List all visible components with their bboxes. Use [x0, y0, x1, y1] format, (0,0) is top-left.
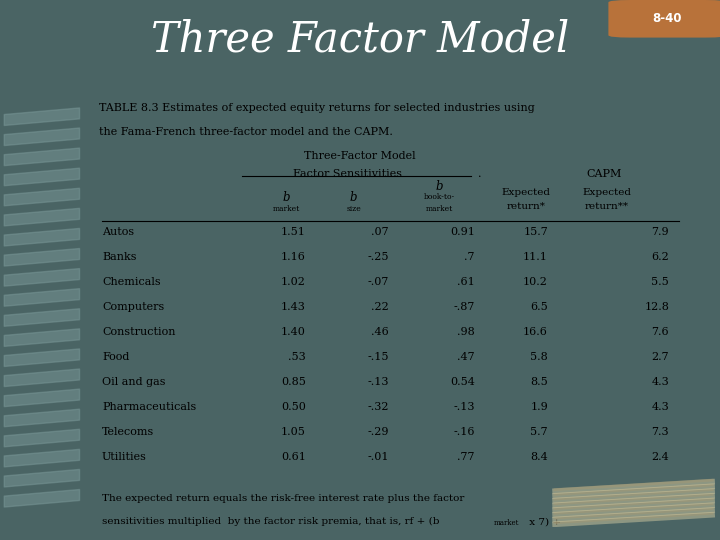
Text: 10.2: 10.2 [523, 276, 548, 287]
Text: .: . [478, 168, 482, 179]
Text: Banks: Banks [102, 252, 136, 262]
Text: b: b [436, 180, 444, 193]
Text: Expected: Expected [501, 188, 550, 198]
Text: 7.9: 7.9 [652, 227, 669, 237]
Text: CAPM: CAPM [586, 168, 621, 179]
Text: -.87: -.87 [454, 302, 474, 312]
Text: 4.3: 4.3 [652, 402, 669, 412]
Text: 1.43: 1.43 [281, 302, 306, 312]
Text: .47: .47 [457, 352, 474, 362]
Text: Pharmaceuticals: Pharmaceuticals [102, 402, 196, 412]
FancyBboxPatch shape [608, 0, 720, 38]
Text: 1.9: 1.9 [530, 402, 548, 412]
Text: 5.8: 5.8 [530, 352, 548, 362]
Text: -.15: -.15 [367, 352, 389, 362]
Text: 0.50: 0.50 [281, 402, 306, 412]
Text: b: b [283, 191, 290, 204]
Text: TABLE 8.3 Estimates of expected equity returns for selected industries using: TABLE 8.3 Estimates of expected equity r… [99, 103, 534, 113]
Text: -.32: -.32 [367, 402, 389, 412]
Text: 1.40: 1.40 [281, 327, 306, 337]
Text: 4.3: 4.3 [652, 377, 669, 387]
Text: x 7) +: x 7) + [526, 517, 562, 526]
Text: 16.6: 16.6 [523, 327, 548, 337]
Text: market: market [273, 205, 300, 213]
Text: 6.5: 6.5 [530, 302, 548, 312]
Text: .22: .22 [371, 302, 389, 312]
Text: 8.4: 8.4 [530, 452, 548, 462]
Text: b: b [350, 191, 357, 204]
Text: -.13: -.13 [367, 377, 389, 387]
Text: .46: .46 [371, 327, 389, 337]
Text: 6.2: 6.2 [652, 252, 669, 262]
Text: sensitivities multiplied  by the factor risk premia, that is, rf + (b: sensitivities multiplied by the factor r… [102, 517, 439, 526]
Text: 7.3: 7.3 [652, 427, 669, 437]
Text: -.13: -.13 [453, 402, 474, 412]
Text: size: size [346, 205, 361, 213]
Text: -.25: -.25 [367, 252, 389, 262]
Text: book-to-: book-to- [424, 193, 455, 201]
Text: .77: .77 [457, 452, 474, 462]
Text: Construction: Construction [102, 327, 176, 337]
Text: .7: .7 [464, 252, 474, 262]
Text: Computers: Computers [102, 302, 164, 312]
Text: 2.7: 2.7 [652, 352, 669, 362]
Text: Telecoms: Telecoms [102, 427, 154, 437]
Text: Autos: Autos [102, 227, 134, 237]
Text: Three-Factor Model: Three-Factor Model [304, 151, 415, 161]
Text: market: market [426, 205, 454, 213]
Text: Three Factor Model: Three Factor Model [151, 18, 569, 60]
Text: -.16: -.16 [453, 427, 474, 437]
Text: .07: .07 [371, 227, 389, 237]
Text: 5.5: 5.5 [652, 276, 669, 287]
Text: Chemicals: Chemicals [102, 276, 161, 287]
Text: Expected: Expected [582, 188, 631, 198]
Text: 8-40: 8-40 [653, 12, 682, 25]
Text: return*: return* [506, 201, 545, 211]
Text: 0.85: 0.85 [281, 377, 306, 387]
Text: -.29: -.29 [367, 427, 389, 437]
Text: .53: .53 [288, 352, 306, 362]
Text: 0.91: 0.91 [450, 227, 474, 237]
Text: 1.02: 1.02 [281, 276, 306, 287]
Text: 1.16: 1.16 [281, 252, 306, 262]
Text: Oil and gas: Oil and gas [102, 377, 166, 387]
Text: the Fama-French three-factor model and the CAPM.: the Fama-French three-factor model and t… [99, 127, 392, 137]
Text: Factor Sensitivities: Factor Sensitivities [293, 168, 402, 179]
Text: 5.7: 5.7 [531, 427, 548, 437]
Text: -.01: -.01 [367, 452, 389, 462]
Text: 1.51: 1.51 [281, 227, 306, 237]
Text: 12.8: 12.8 [644, 302, 669, 312]
Text: Food: Food [102, 352, 130, 362]
Text: market: market [494, 519, 519, 528]
Text: 1.05: 1.05 [281, 427, 306, 437]
Text: .98: .98 [457, 327, 474, 337]
Text: 15.7: 15.7 [523, 227, 548, 237]
Text: The expected return equals the risk-free interest rate plus the factor: The expected return equals the risk-free… [102, 495, 464, 503]
Text: 2.4: 2.4 [652, 452, 669, 462]
Text: 8.5: 8.5 [530, 377, 548, 387]
Text: 7.6: 7.6 [652, 327, 669, 337]
Text: 11.1: 11.1 [523, 252, 548, 262]
Text: .61: .61 [457, 276, 474, 287]
Text: Utilities: Utilities [102, 452, 147, 462]
Text: 0.61: 0.61 [281, 452, 306, 462]
Text: return**: return** [585, 201, 629, 211]
Text: 0.54: 0.54 [450, 377, 474, 387]
Text: -.07: -.07 [367, 276, 389, 287]
